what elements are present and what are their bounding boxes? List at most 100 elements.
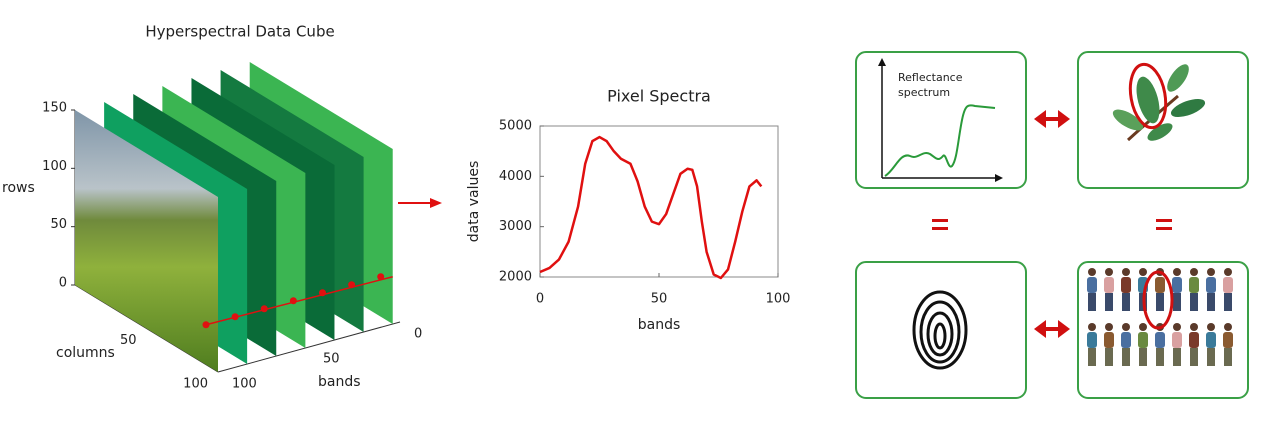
person-head	[1122, 323, 1130, 331]
y-tick-label: 2000	[499, 270, 532, 285]
person-body	[1104, 277, 1114, 293]
panel-label: spectrum	[898, 86, 950, 99]
plot-frame	[539, 125, 779, 278]
panel	[855, 51, 1027, 189]
person-legs	[1207, 293, 1215, 311]
arrow-head	[430, 198, 442, 208]
panel	[855, 261, 1027, 399]
person-body	[1138, 332, 1148, 348]
person-head	[1224, 268, 1232, 276]
panels: Reflectance spectrum	[855, 51, 1249, 399]
z-tick-label: 100	[232, 377, 257, 392]
person-body	[1206, 332, 1216, 348]
y-tick-label: 150	[42, 101, 67, 116]
person-head	[1088, 268, 1096, 276]
panel-label: Reflectance	[898, 71, 963, 84]
person-legs	[1105, 348, 1113, 366]
person-legs	[1224, 293, 1232, 311]
person-head	[1139, 268, 1147, 276]
person-body	[1155, 277, 1165, 293]
person-body	[1087, 277, 1097, 293]
x-axis-label: bands	[638, 317, 681, 333]
data-cube: Hyperspectral Data Cube 0 50 100 150 50 100 0 50…	[2, 23, 422, 392]
person-body	[1121, 277, 1131, 293]
person-legs	[1173, 348, 1181, 366]
person-head	[1207, 268, 1215, 276]
y-axis-label: data values	[466, 161, 482, 243]
person-body	[1121, 332, 1131, 348]
person-legs	[1088, 348, 1096, 366]
person-head	[1173, 323, 1181, 331]
pixel-marker	[260, 305, 268, 313]
chart-title: Pixel Spectra	[607, 87, 711, 106]
sketch-curve	[884, 104, 996, 177]
person-head	[1122, 268, 1130, 276]
person-legs	[1224, 348, 1232, 366]
person-legs	[1139, 348, 1147, 366]
pixel-marker	[202, 321, 210, 329]
person-legs	[1156, 293, 1164, 311]
y-tick-label: 100	[42, 159, 67, 174]
y-tick-label: 50	[50, 217, 67, 232]
person-head	[1173, 268, 1181, 276]
x-axis-label: columns	[56, 345, 115, 361]
people	[1087, 268, 1233, 366]
person-body	[1189, 277, 1199, 293]
y-tick-label: 0	[59, 276, 67, 291]
person-legs	[1122, 293, 1130, 311]
x-tick-label: 50	[120, 333, 137, 348]
person-head	[1190, 323, 1198, 331]
person-legs	[1190, 293, 1198, 311]
axis	[217, 321, 401, 373]
leaf	[1147, 123, 1173, 141]
person-body	[1189, 332, 1199, 348]
person-legs	[1088, 293, 1096, 311]
person-body	[1172, 332, 1182, 348]
z-tick-label: 0	[414, 327, 422, 342]
z-axis-label: bands	[318, 374, 361, 390]
person-body	[1223, 277, 1233, 293]
person-head	[1224, 323, 1232, 331]
panel	[1077, 261, 1249, 399]
pixel-marker	[377, 273, 385, 281]
pixel-marker	[348, 281, 356, 289]
x-tick-label: 50	[651, 292, 668, 307]
person-legs	[1105, 293, 1113, 311]
x-tick-label: 100	[183, 377, 208, 392]
person-legs	[1156, 348, 1164, 366]
leaf	[1170, 98, 1206, 118]
highlight-circle	[1128, 62, 1168, 130]
person-body	[1172, 277, 1182, 293]
person-body	[1104, 332, 1114, 348]
person-body	[1206, 277, 1216, 293]
person-head	[1207, 323, 1215, 331]
person-head	[1105, 323, 1113, 331]
person-legs	[1190, 348, 1198, 366]
symbols	[932, 110, 1172, 338]
person-legs	[1207, 348, 1215, 366]
pixel-marker	[318, 289, 326, 297]
person-body	[1155, 332, 1165, 348]
person-head	[1088, 323, 1096, 331]
y-tick-label: 5000	[499, 119, 532, 134]
leaf	[1136, 76, 1160, 124]
image-plane	[75, 110, 218, 372]
x-tick-label: 100	[766, 292, 791, 307]
person-legs	[1122, 348, 1130, 366]
person-head	[1139, 323, 1147, 331]
pixel-marker	[231, 313, 239, 321]
person-body	[1223, 332, 1233, 348]
spectra-chart: Pixel Spectra 2000 3000 4000 5000 0 50 100 bands…	[466, 87, 790, 334]
leaf	[1112, 109, 1144, 131]
person-head	[1190, 268, 1198, 276]
pixel-marker	[289, 297, 297, 305]
y-tick-label: 3000	[499, 219, 532, 234]
leaf	[1167, 64, 1189, 92]
spectrum-line	[539, 135, 763, 280]
person-head	[1105, 268, 1113, 276]
fingerprint	[912, 290, 968, 370]
highlight-circle	[1142, 270, 1174, 330]
z-tick-label: 50	[323, 352, 340, 367]
axis-arrow	[995, 174, 1003, 182]
x-tick-label: 0	[536, 292, 544, 307]
